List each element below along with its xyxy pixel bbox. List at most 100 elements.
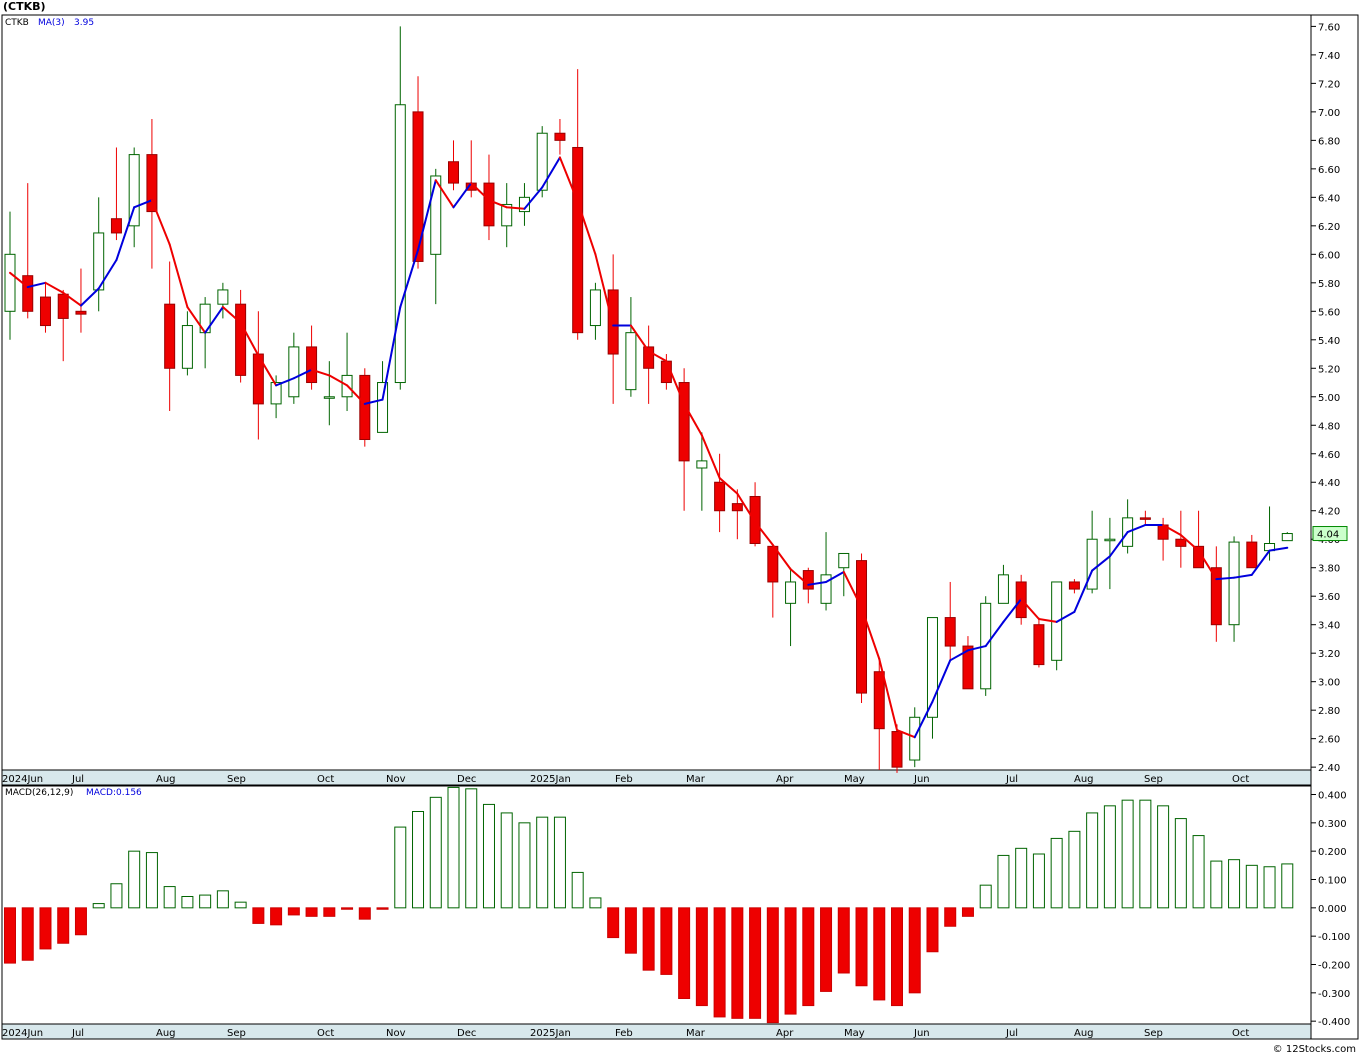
candle-body-down — [306, 346, 318, 384]
ma3-segment — [1250, 549, 1271, 576]
macd-layer — [4, 786, 1294, 1024]
macd-x-tick-label: Jul — [71, 1028, 84, 1039]
price-y-tick-label: 6.60 — [1318, 165, 1340, 176]
ma3-segment — [683, 402, 703, 437]
ma3-segment — [931, 659, 952, 703]
price-y-tick-label: 7.00 — [1318, 108, 1340, 119]
macd-bar-positive — [447, 786, 460, 909]
candle-body-up — [820, 574, 832, 604]
macd-x-tick-label: Apr — [776, 1028, 794, 1039]
macd-bar-negative — [21, 907, 34, 961]
price-y-tick-label: 4.80 — [1318, 421, 1340, 432]
price-x-tick-label: Jun — [913, 774, 930, 785]
macd-bar-positive — [110, 883, 123, 909]
ma3-segment — [1002, 598, 1023, 623]
candle-body-down — [359, 374, 371, 441]
price-y-tick-label: 3.40 — [1318, 621, 1340, 632]
macd-x-tick-label: Nov — [386, 1028, 406, 1039]
ma3-segment — [417, 179, 437, 252]
price-y-tick-label: 4.20 — [1318, 507, 1340, 518]
macd-bar-positive — [1103, 805, 1116, 909]
macd-x-tick-label: Sep — [227, 1028, 246, 1039]
candle-body-down — [554, 132, 566, 141]
macd-bar-positive — [412, 811, 425, 909]
price-y-tick-label: 3.80 — [1318, 564, 1340, 575]
macd-bar-negative — [784, 907, 797, 1015]
price-x-tick-label: Apr — [776, 774, 794, 785]
candle-body-up — [838, 552, 850, 569]
price-x-tick-label: Sep — [1144, 774, 1163, 785]
macd-bar-negative — [802, 907, 815, 1007]
ma3-segment — [860, 606, 881, 660]
price-y-tick-label: 3.60 — [1318, 592, 1340, 603]
price-y-tick-label: 3.20 — [1318, 649, 1340, 660]
candle-body-down — [1033, 624, 1045, 666]
macd-bar-negative — [287, 907, 300, 916]
candle-body-up — [270, 382, 282, 405]
macd-bar-positive — [979, 884, 992, 909]
ma3-segment — [1108, 531, 1129, 558]
macd-bar-negative — [926, 907, 939, 953]
macd-bar-positive — [553, 816, 566, 909]
ma3-segment — [1020, 598, 1040, 620]
ma3-segment — [452, 182, 473, 209]
ma3-segment — [878, 657, 898, 732]
ma3-segment — [62, 291, 82, 307]
candle-body-up — [696, 460, 708, 469]
candle-body-up — [909, 716, 921, 761]
ma3-segment — [576, 200, 597, 256]
price-y-tick-label: 4.40 — [1318, 478, 1340, 489]
ma3-segment — [984, 620, 1005, 648]
price-y-tick-label: 3.00 — [1318, 678, 1340, 689]
ma3-segment — [1197, 549, 1218, 581]
candle-body-up — [1281, 533, 1293, 542]
macd-y-tick-label: 0.100 — [1318, 876, 1347, 887]
candle-body-up — [625, 332, 637, 391]
candle-body-down — [110, 218, 122, 234]
candle-body-up — [785, 581, 797, 604]
candle-body-down — [146, 154, 158, 213]
ma3-segment — [949, 649, 969, 662]
macd-y-tick-label: -0.200 — [1318, 961, 1350, 972]
macd-bar-positive — [199, 894, 212, 909]
candle-body-up — [926, 617, 938, 718]
macd-bar-negative — [678, 907, 691, 999]
ma3-segment — [44, 281, 65, 294]
ma3-segment — [1179, 533, 1200, 552]
candle-body-up — [501, 203, 513, 227]
axis-layer — [1, 14, 1359, 1040]
macd-x-tick-label: Mar — [686, 1028, 706, 1039]
price-y-tick-label: 7.60 — [1318, 22, 1340, 33]
macd-bar-negative — [39, 907, 52, 950]
macd-bar-negative — [270, 907, 283, 926]
macd-bar-negative — [820, 907, 833, 992]
candle-body-down — [944, 617, 956, 647]
macd-bar-positive — [997, 854, 1010, 909]
ma3-segment — [1268, 546, 1289, 552]
macd-legend-value: MACD:0.156 — [86, 788, 142, 798]
price-y-tick-label: 2.60 — [1318, 735, 1340, 746]
ma3-segment — [381, 306, 402, 401]
candle-body-down — [1139, 517, 1151, 520]
candle-body-down — [39, 296, 51, 327]
ma3-segment — [558, 156, 579, 203]
ma3-segment — [239, 321, 260, 357]
price-y-tick-label: 7.40 — [1318, 51, 1340, 62]
macd-bar-positive — [589, 897, 602, 909]
macd-date-band — [1, 1023, 1312, 1040]
price-x-tick-label: 2025Jan — [530, 774, 571, 785]
ma3-segment — [913, 700, 934, 739]
ma3-segment — [700, 434, 721, 479]
candle-body-down — [749, 495, 761, 545]
macd-bar-negative — [74, 907, 87, 936]
candle-body-up — [1228, 541, 1240, 626]
ma3-segment — [789, 568, 810, 586]
candle-body-down — [164, 303, 176, 369]
candle-body-up — [377, 382, 389, 433]
price-y-tick-label: 5.40 — [1318, 336, 1340, 347]
price-y-tick-label: 6.40 — [1318, 193, 1340, 204]
price-x-tick-label: Aug — [156, 774, 176, 785]
macd-bar-negative — [766, 907, 779, 1024]
price-date-band — [1, 769, 1312, 786]
ma3-segment — [594, 253, 615, 327]
